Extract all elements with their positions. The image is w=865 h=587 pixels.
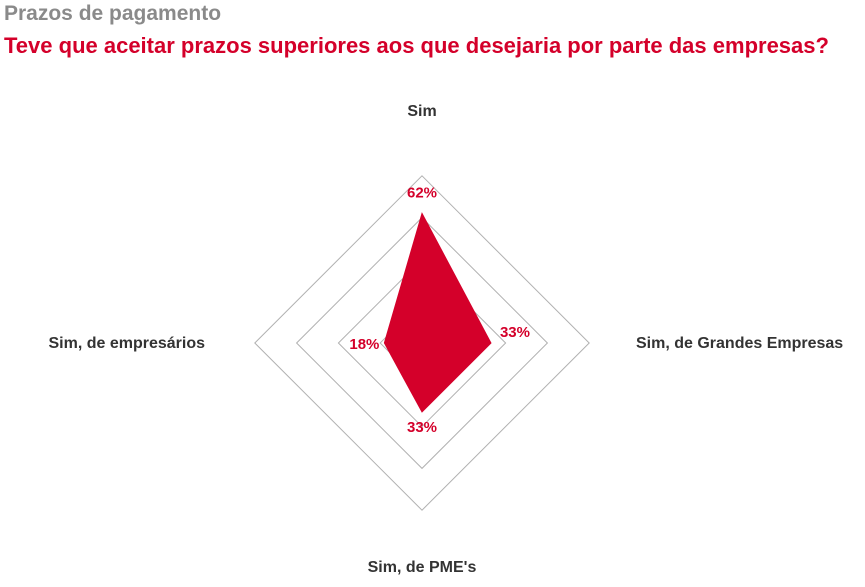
axis-label-1: Sim [407,103,436,120]
axis-label-4: Sim, de empresários [48,335,205,352]
supertitle: Prazos de pagamento [4,2,222,25]
value-label-2: 33% [500,324,530,341]
grid-ring-3 [295,216,549,470]
axis-label-2: Sim, de Grandes Empresas [636,335,843,352]
chart-title: Teve que aceitar prazos superiores aos q… [4,33,829,58]
grid-ring-4 [254,175,590,511]
axis-label-3: Sim, de PME's [368,559,477,576]
series-area [383,212,492,413]
value-label-3: 33% [407,419,437,436]
value-label-4: 18% [349,336,379,353]
radar-series [383,212,492,413]
radar-labels: Sim Sim, de Grandes Empresas Sim, de PME's… [48,103,843,576]
value-label-1: 62% [407,184,437,201]
grid-ring-2 [337,258,507,428]
